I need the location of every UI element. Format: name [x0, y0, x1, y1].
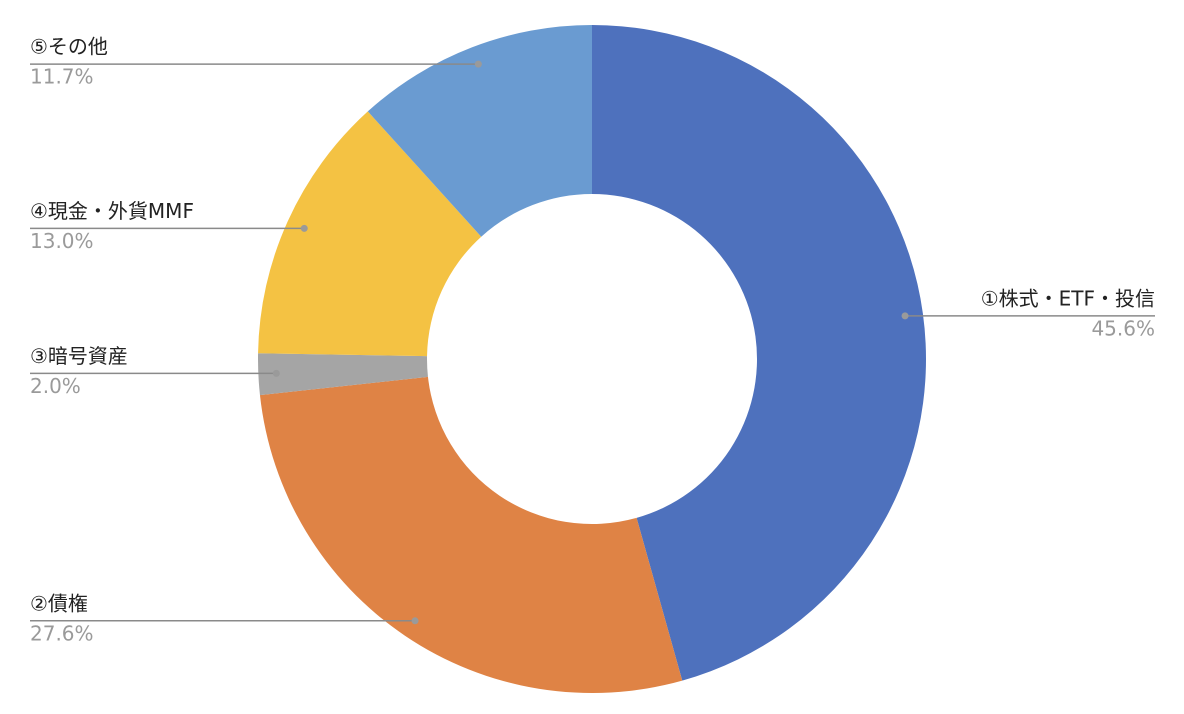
leader-dot — [411, 617, 419, 625]
label-value: 11.7% — [30, 65, 94, 89]
label-name: ③暗号資産 — [30, 344, 128, 368]
donut-slice — [258, 111, 482, 357]
label-value: 45.6% — [1091, 316, 1155, 340]
label-value: 13.0% — [30, 229, 94, 253]
leader-dot — [901, 312, 909, 320]
leader-dot — [272, 369, 280, 377]
label-name: ④現金・外貨MMF — [30, 199, 194, 223]
donut-slice — [258, 353, 428, 396]
label-value: 27.6% — [30, 621, 94, 645]
label-name: ①株式・ETF・投信 — [981, 286, 1155, 310]
leader-dot — [300, 224, 308, 232]
label-name: ⑤その他 — [30, 35, 108, 59]
donut-slice — [259, 376, 683, 693]
label-name: ②債権 — [30, 591, 88, 615]
donut-slice — [592, 25, 927, 681]
leader-dot — [474, 60, 482, 68]
donut-slice — [367, 25, 592, 237]
label-value: 2.0% — [30, 374, 81, 398]
